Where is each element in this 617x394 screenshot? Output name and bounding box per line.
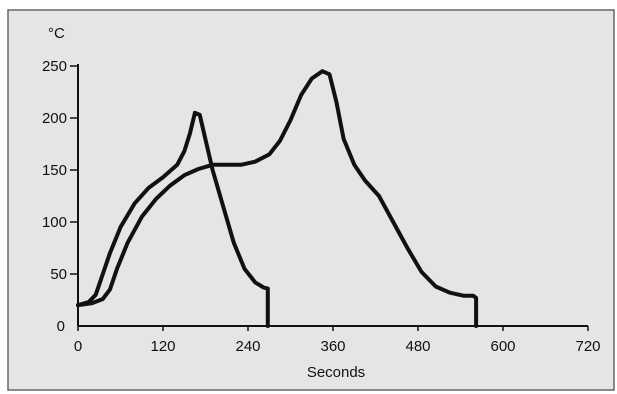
series-1-line [76, 110, 270, 328]
y-axis-label: °C [48, 25, 65, 42]
x-axis-label: Seconds [307, 364, 365, 381]
y-tick-label: 200 [42, 110, 67, 127]
x-tick-label: 720 [575, 338, 600, 355]
x-tick-label: 0 [74, 338, 82, 355]
x-tick-label: 240 [235, 338, 260, 355]
plot-background [7, 9, 615, 391]
x-tick-label: 120 [150, 338, 175, 355]
y-tick-label: 150 [42, 162, 67, 179]
y-tick-label: 100 [42, 214, 67, 231]
series-2-line [76, 69, 479, 328]
x-tick-label: 600 [490, 338, 515, 355]
y-tick-label: 250 [42, 58, 67, 75]
x-tick-label: 480 [405, 338, 430, 355]
series-group [76, 69, 479, 328]
y-tick-label: 0 [57, 318, 65, 335]
ticks: 0 120 240 360 480 600 720 0 50 100 150 200 250 [42, 58, 601, 355]
x-tick-label: 360 [320, 338, 345, 355]
y-tick-label: 50 [50, 266, 67, 283]
